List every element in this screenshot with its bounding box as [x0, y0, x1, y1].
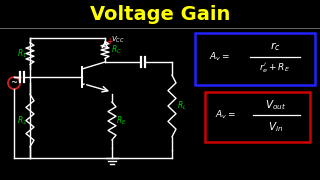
Text: $V_{in}$: $V_{in}$	[268, 120, 283, 134]
Text: Voltage Gain: Voltage Gain	[90, 4, 230, 24]
Text: $r_c$: $r_c$	[270, 41, 280, 53]
Text: $V_{out}$: $V_{out}$	[265, 98, 286, 112]
FancyBboxPatch shape	[195, 33, 315, 85]
Text: $R_C$: $R_C$	[111, 44, 122, 56]
Text: $R_1$: $R_1$	[17, 47, 27, 60]
FancyBboxPatch shape	[205, 92, 310, 142]
Text: $A_v =$: $A_v =$	[209, 51, 230, 63]
Text: $V_{CC}$: $V_{CC}$	[111, 35, 124, 45]
Text: $R_L$: $R_L$	[177, 100, 187, 112]
Text: ~: ~	[11, 78, 18, 87]
Text: $R_E$: $R_E$	[116, 115, 127, 127]
Text: $A_v =$: $A_v =$	[215, 109, 236, 121]
Text: $+$: $+$	[106, 36, 114, 46]
Text: $R_2$: $R_2$	[17, 114, 27, 127]
Text: $r_e' + R_E$: $r_e' + R_E$	[260, 61, 291, 75]
